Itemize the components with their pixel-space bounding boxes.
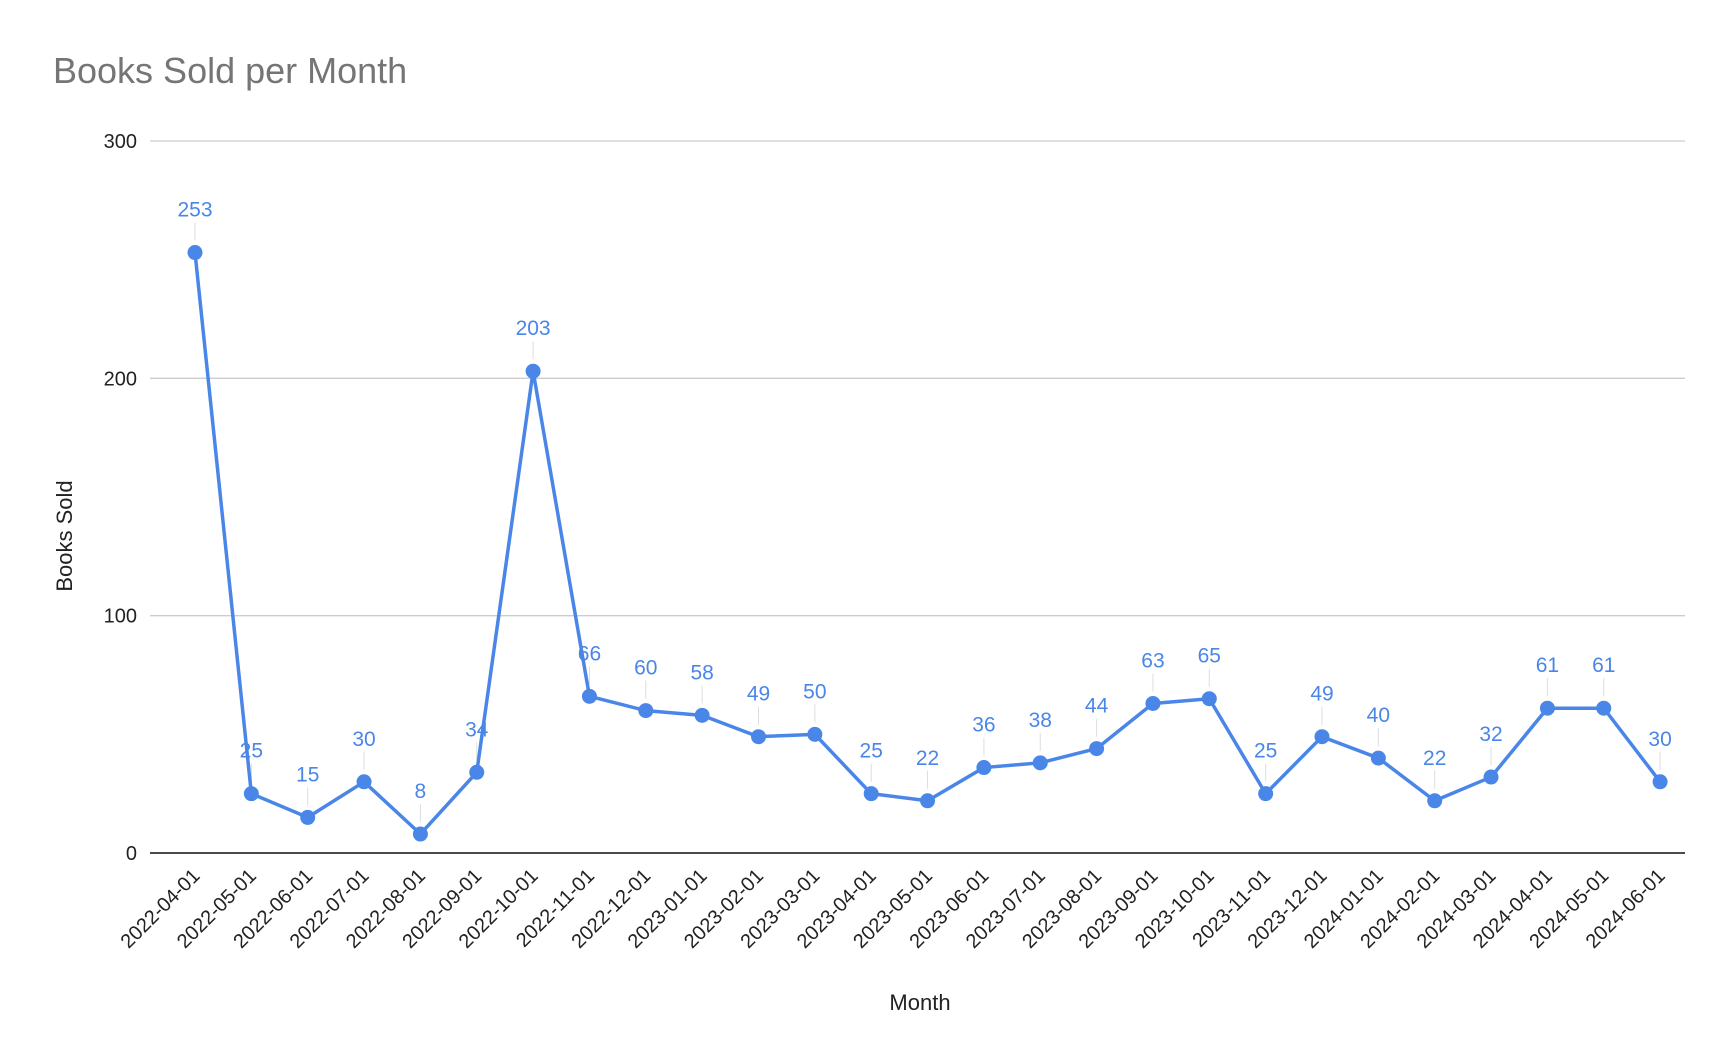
data-label: 49 xyxy=(1310,683,1333,706)
data-label: 30 xyxy=(352,728,375,751)
data-label: 38 xyxy=(1029,709,1052,732)
data-label: 61 xyxy=(1592,654,1615,677)
data-label: 15 xyxy=(296,763,319,786)
data-point xyxy=(1201,691,1217,707)
y-tick-label: 300 xyxy=(104,131,137,153)
data-point xyxy=(469,764,485,780)
data-label: 58 xyxy=(690,661,713,684)
data-point xyxy=(1539,700,1555,716)
data-point xyxy=(187,245,203,261)
data-label: 63 xyxy=(1141,649,1164,672)
x-axis-ticks: 2022-04-012022-05-012022-06-012022-07-01… xyxy=(117,865,1670,953)
data-point xyxy=(1596,700,1612,716)
data-point xyxy=(638,703,654,719)
data-point xyxy=(1258,786,1274,802)
data-point xyxy=(976,760,992,776)
data-point xyxy=(1089,741,1105,757)
label-leaders xyxy=(194,222,1661,823)
data-point xyxy=(1370,750,1386,766)
data-label: 25 xyxy=(240,740,263,763)
y-axis-ticks: 0 100 200 300 xyxy=(104,131,137,865)
data-label: 30 xyxy=(1648,728,1671,751)
data-label: 203 xyxy=(516,317,551,340)
data-label: 60 xyxy=(634,657,657,680)
data-label: 61 xyxy=(1536,654,1559,677)
data-label: 36 xyxy=(972,714,995,737)
data-point xyxy=(807,726,823,742)
y-tick-label: 200 xyxy=(104,368,137,390)
data-label: 65 xyxy=(1198,645,1221,668)
data-point xyxy=(581,688,597,704)
data-label: 25 xyxy=(860,740,883,763)
data-point xyxy=(694,707,710,723)
data-point xyxy=(525,363,541,379)
data-point xyxy=(1032,755,1048,771)
data-label: 44 xyxy=(1085,695,1109,718)
chart-title: Books Sold per Month xyxy=(53,50,407,91)
data-point xyxy=(920,793,936,809)
data-point xyxy=(1427,793,1443,809)
x-axis-title: Month xyxy=(889,990,950,1015)
data-point xyxy=(243,786,259,802)
data-points xyxy=(187,245,1668,842)
data-point xyxy=(1314,729,1330,745)
data-label: 22 xyxy=(1423,747,1446,770)
data-point xyxy=(1145,695,1161,711)
data-point xyxy=(863,786,879,802)
data-label: 34 xyxy=(465,718,489,741)
data-point xyxy=(1652,774,1668,790)
data-point xyxy=(356,774,372,790)
gridlines xyxy=(150,140,1685,854)
data-label: 40 xyxy=(1367,704,1390,727)
data-label: 22 xyxy=(916,747,939,770)
data-labels: 253 25 15 30 8 34 203 66 60 58 49 50 25 22 36 38 44 63 65 2… xyxy=(177,199,1671,803)
data-point xyxy=(1483,769,1499,785)
data-label: 66 xyxy=(578,642,601,665)
data-label: 253 xyxy=(177,199,212,222)
data-point xyxy=(751,729,766,745)
data-label: 50 xyxy=(803,680,826,703)
y-axis-title: Books Sold xyxy=(52,480,77,591)
y-tick-label: 100 xyxy=(104,606,137,628)
y-tick-label: 0 xyxy=(126,843,137,865)
data-label: 32 xyxy=(1479,723,1502,746)
data-label: 8 xyxy=(415,780,427,803)
data-point xyxy=(300,809,316,825)
data-point xyxy=(412,826,428,842)
data-label: 49 xyxy=(747,683,770,706)
data-label: 25 xyxy=(1254,740,1277,763)
